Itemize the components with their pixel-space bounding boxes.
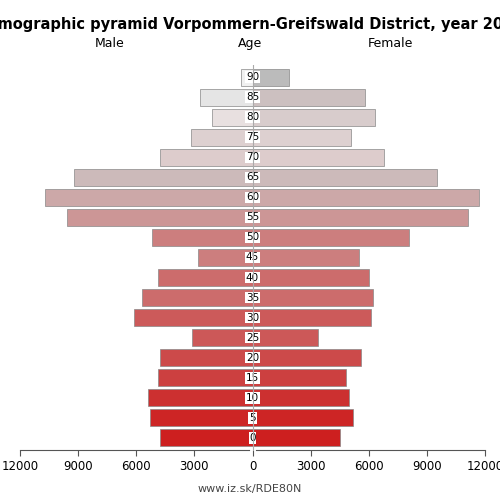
Bar <box>252 68 290 86</box>
Bar <box>198 249 252 266</box>
Text: 45: 45 <box>246 252 259 262</box>
Text: 65: 65 <box>246 172 259 182</box>
Bar <box>160 430 252 446</box>
Bar <box>160 148 252 166</box>
Text: 75: 75 <box>246 132 259 142</box>
Bar <box>152 229 252 246</box>
Bar <box>252 189 479 206</box>
Bar <box>158 370 252 386</box>
Bar <box>190 128 252 146</box>
Text: 0: 0 <box>249 433 256 443</box>
Text: Age: Age <box>238 37 262 50</box>
Text: demographic pyramid Vorpommern-Greifswald District, year 2022: demographic pyramid Vorpommern-Greifswal… <box>0 18 500 32</box>
Bar <box>252 309 370 326</box>
Bar <box>252 269 369 286</box>
Bar <box>150 410 252 426</box>
Text: 30: 30 <box>246 312 259 322</box>
Bar <box>241 68 252 86</box>
Text: 15: 15 <box>246 373 259 383</box>
Bar <box>148 390 252 406</box>
Bar <box>252 349 361 366</box>
Bar <box>252 430 340 446</box>
Bar <box>45 189 253 206</box>
Text: 5: 5 <box>249 413 256 423</box>
Bar <box>252 88 365 106</box>
Bar <box>252 209 468 226</box>
Bar <box>192 329 252 346</box>
Text: 80: 80 <box>246 112 259 122</box>
Bar <box>252 148 384 166</box>
Text: 35: 35 <box>246 292 259 302</box>
Bar <box>252 390 350 406</box>
Text: Male: Male <box>95 37 125 50</box>
Bar <box>160 349 252 366</box>
Bar <box>252 289 372 306</box>
Bar <box>252 370 346 386</box>
Text: 40: 40 <box>246 272 259 282</box>
Bar <box>252 108 374 126</box>
Bar <box>158 269 252 286</box>
Text: 70: 70 <box>246 152 259 162</box>
Bar <box>134 309 252 326</box>
Bar <box>252 229 410 246</box>
Text: www.iz.sk/RDE80N: www.iz.sk/RDE80N <box>198 484 302 494</box>
Bar <box>252 169 436 186</box>
Bar <box>74 169 252 186</box>
Text: Female: Female <box>368 37 412 50</box>
Text: 85: 85 <box>246 92 259 102</box>
Bar <box>252 329 318 346</box>
Bar <box>252 128 352 146</box>
Text: 55: 55 <box>246 212 259 222</box>
Text: 60: 60 <box>246 192 259 202</box>
Text: 90: 90 <box>246 72 259 82</box>
Text: 10: 10 <box>246 393 259 403</box>
Text: 25: 25 <box>246 332 259 342</box>
Bar <box>200 88 252 106</box>
Bar <box>252 410 353 426</box>
Bar <box>66 209 252 226</box>
Text: 20: 20 <box>246 353 259 363</box>
Text: 50: 50 <box>246 232 259 242</box>
Bar <box>252 249 359 266</box>
Bar <box>212 108 252 126</box>
Bar <box>142 289 252 306</box>
